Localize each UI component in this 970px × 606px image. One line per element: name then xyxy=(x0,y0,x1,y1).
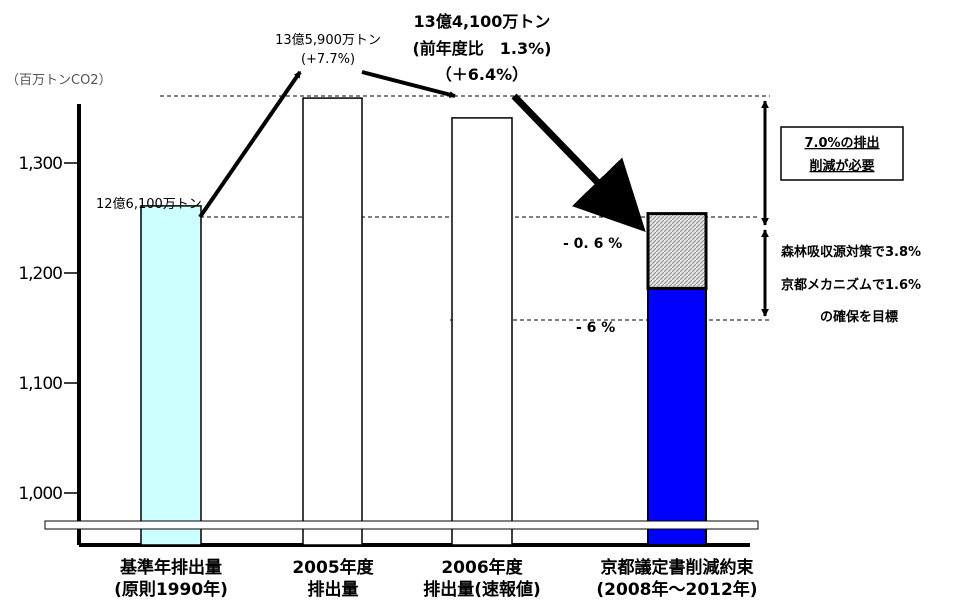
category-label: (2008年～2012年) xyxy=(596,579,757,600)
category-label: 排出量 xyxy=(308,579,359,600)
axis-break xyxy=(44,520,759,530)
trend-arrow-2006-kyoto xyxy=(511,93,646,233)
trend-arrow-2005-2006 xyxy=(361,70,457,98)
y-tick-label: 1,300 xyxy=(18,154,62,174)
label-base-year-value: 12億6,100万トン xyxy=(96,196,202,212)
label-2006-value: 13億4,100万トン xyxy=(414,12,551,31)
sink-note-line3: の確保を目標 xyxy=(820,309,898,325)
y-tick-label: 1,200 xyxy=(18,264,62,284)
category-label: 京都議定書削減約束 xyxy=(601,557,754,578)
bar-kyoto-sink-segment xyxy=(646,212,708,290)
bar-kyoto-target xyxy=(647,287,707,546)
sink-note-line2: 京都メカニズムで1.6% xyxy=(781,277,921,293)
y-tick-label: 1,000 xyxy=(18,484,62,504)
y-unit-label: （百万トンCO2） xyxy=(6,73,112,88)
required-reduction-box xyxy=(780,126,904,181)
label-2005-change: (+7.7%) xyxy=(301,52,355,67)
category-label: 基準年排出量 xyxy=(119,557,222,578)
required-reduction-line2: 削減が必要 xyxy=(809,158,874,174)
label-kyoto-hatch-pct: - 0. 6 % xyxy=(563,236,622,252)
bar-fy2006 xyxy=(451,117,513,546)
sink-note-line1: 森林吸収源対策で3.8% xyxy=(781,244,921,260)
label-2006-vs-base: （＋6.4%） xyxy=(436,65,528,84)
required-reduction-line1: 7.0%の排出 xyxy=(804,135,879,151)
bar-base-year xyxy=(140,205,202,546)
category-label: 2005年度 xyxy=(292,557,374,578)
label-2005-value: 13億5,900万トン xyxy=(275,32,381,48)
category-label: 2006年度 xyxy=(441,557,523,578)
bar-fy2005 xyxy=(302,97,363,546)
label-kyoto-base-pct: - 6 % xyxy=(576,320,615,336)
label-2006-yoy: (前年度比 1.3%) xyxy=(412,39,551,58)
category-label: 排出量(速報値) xyxy=(423,579,541,600)
trend-arrow-1990-2005 xyxy=(198,70,302,219)
y-tick-label: 1,100 xyxy=(18,374,62,394)
category-label: (原則1990年) xyxy=(114,579,228,600)
